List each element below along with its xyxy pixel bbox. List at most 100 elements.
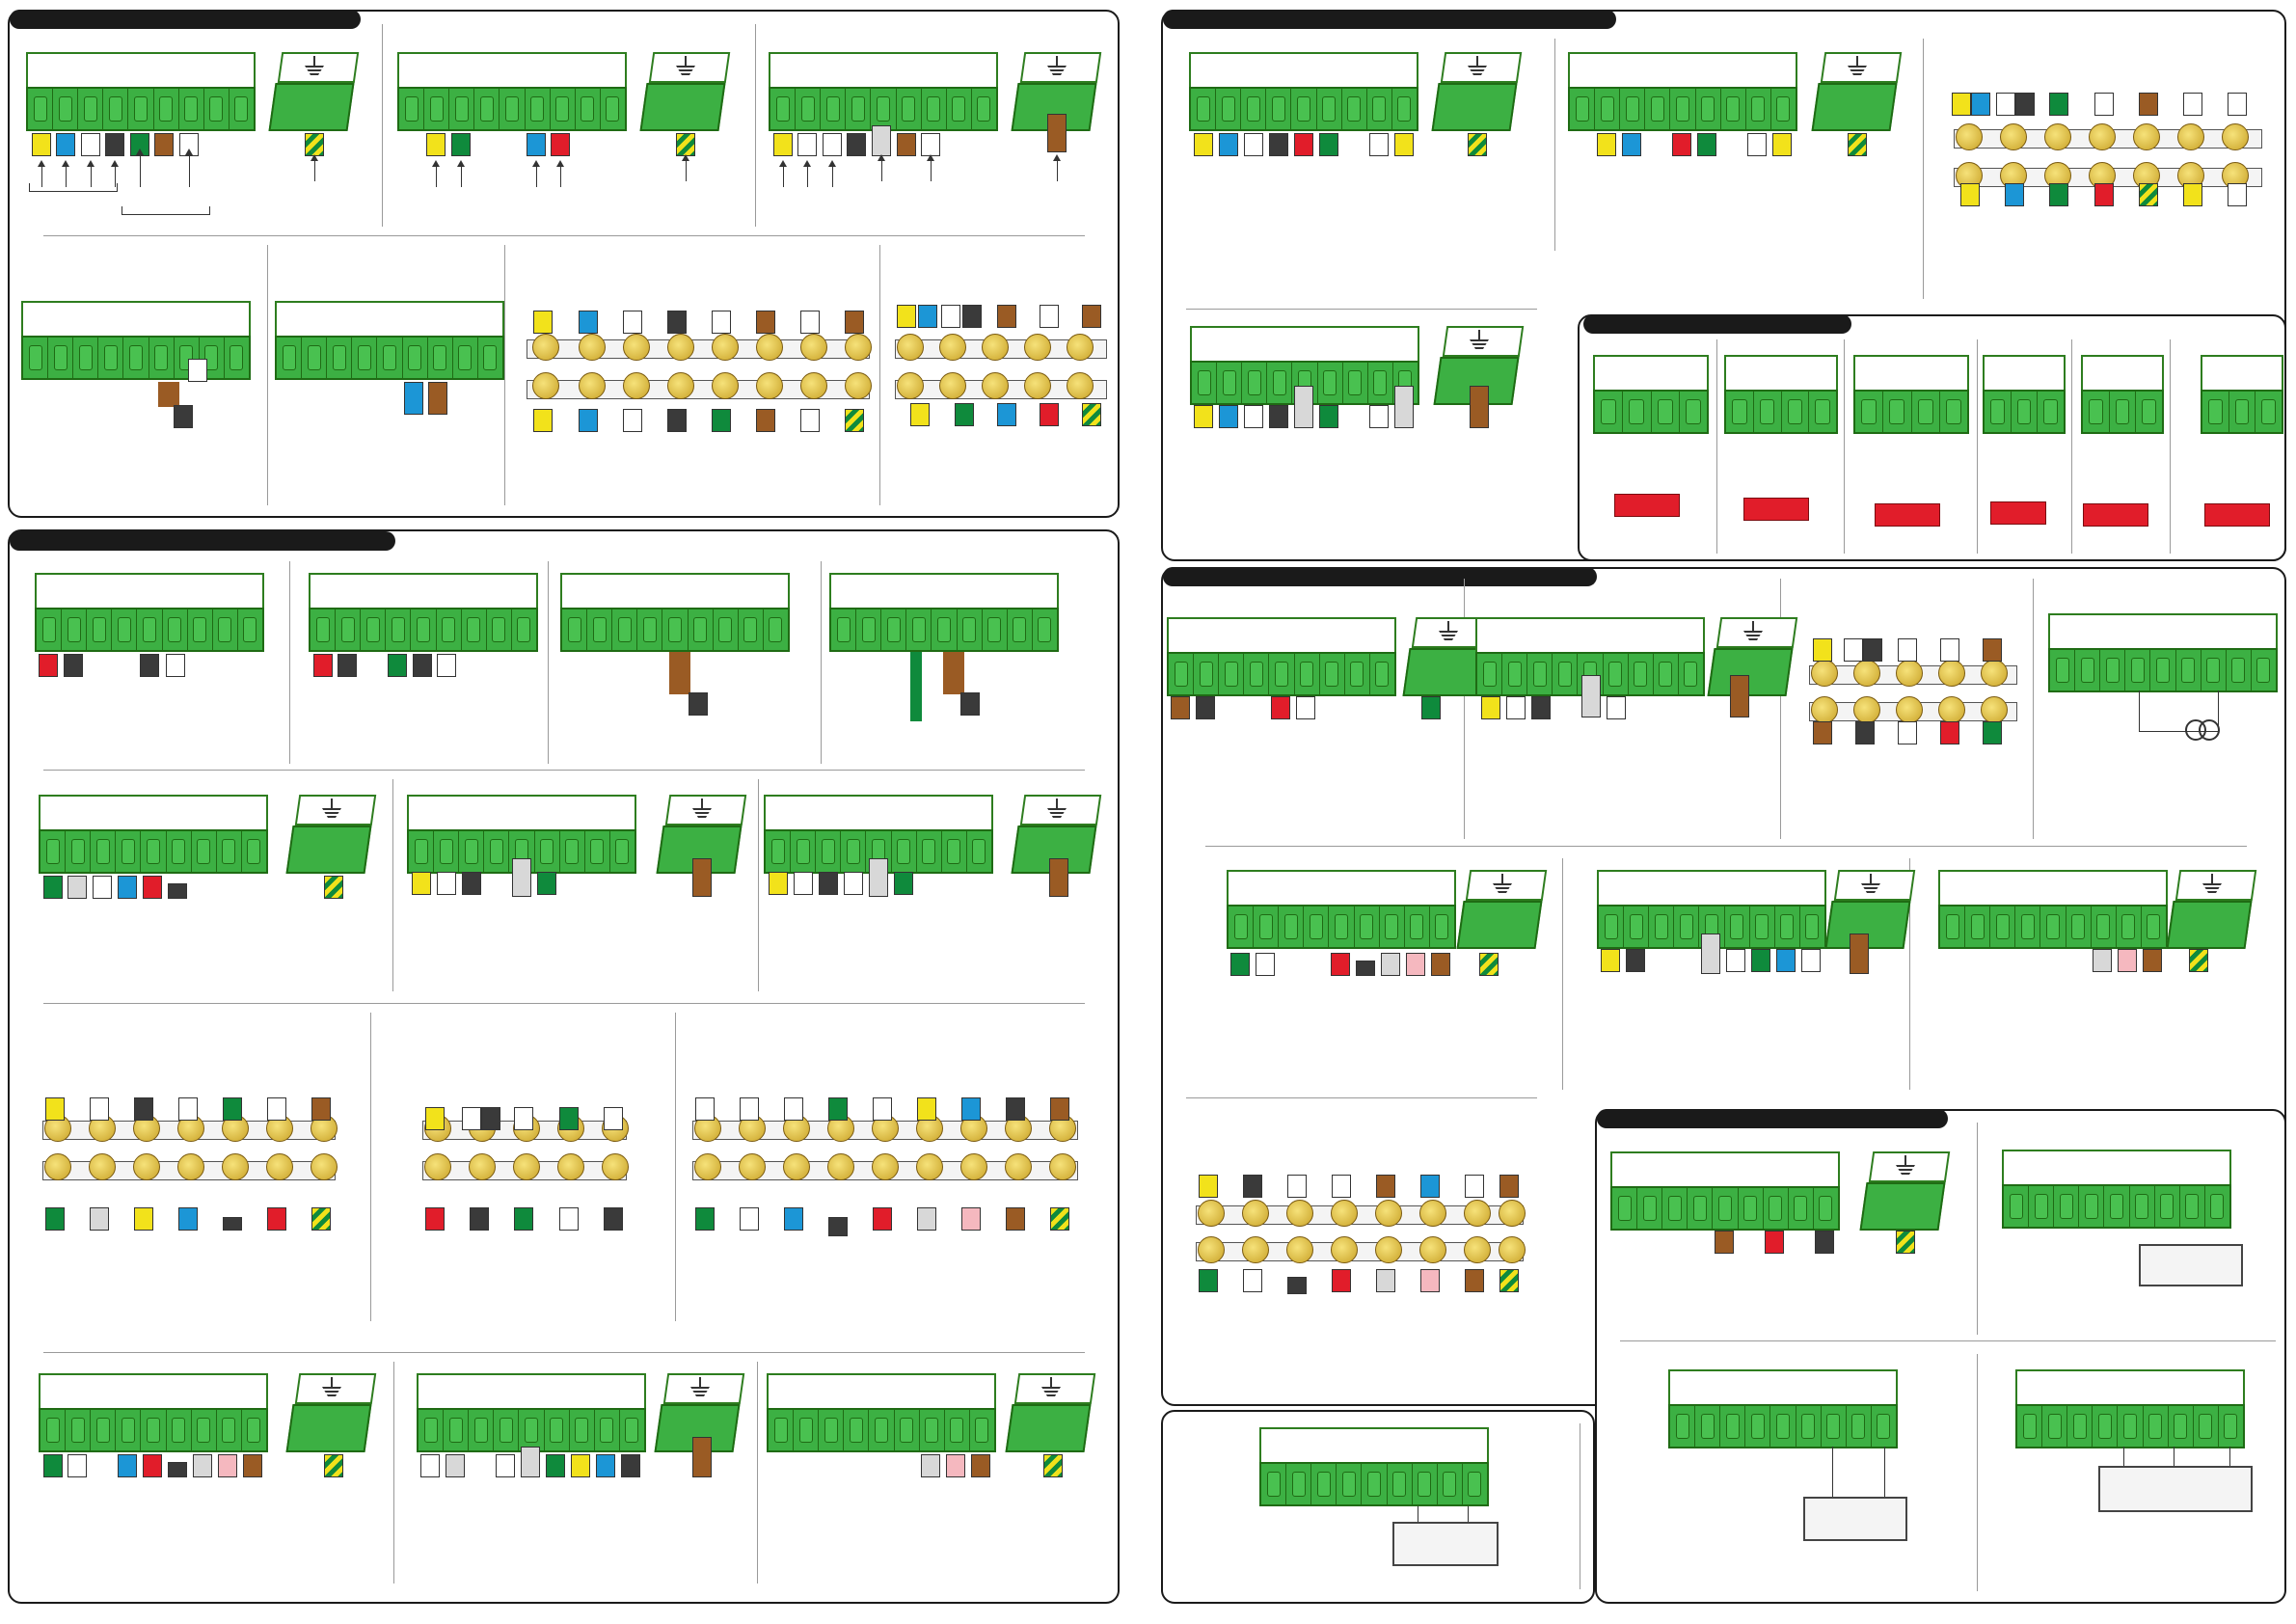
wire-sleeve-blue xyxy=(118,1454,137,1477)
wire-sleeve-white xyxy=(1898,721,1917,744)
terminal-strip xyxy=(1610,1151,1840,1231)
ground-icon xyxy=(1468,56,1487,77)
terminal-strip xyxy=(417,1373,646,1452)
wire-sleeve-blue xyxy=(997,403,1016,426)
ground-terminal xyxy=(1811,52,1903,131)
wire-sleeve-yellow xyxy=(1194,133,1213,156)
wire-sleeve-white xyxy=(559,1207,579,1231)
wire-sleeve-yellow xyxy=(426,133,446,156)
wire-sleeve-yellow xyxy=(1813,638,1832,662)
terminal-strip xyxy=(769,52,998,131)
wire-sleeve-brown xyxy=(311,1097,331,1121)
wire-sleeve-yellow-green xyxy=(324,1454,343,1477)
wire-sleeve-red xyxy=(551,133,570,156)
wire-sleeve-white xyxy=(1040,305,1059,328)
wire-sleeve-black xyxy=(223,1217,242,1231)
wire-sleeve-yellow-green xyxy=(676,133,695,156)
wire-sleeve-yellow-green xyxy=(305,133,324,156)
bracket xyxy=(122,206,210,215)
ground-icon xyxy=(1470,330,1489,351)
wire-sleeve-green xyxy=(695,1207,715,1231)
wire-sleeve-white xyxy=(2183,93,2202,116)
wire-sleeve-yellow xyxy=(773,133,793,156)
wire-sleeve-black xyxy=(338,654,357,677)
wire-sleeve-blue xyxy=(579,409,598,432)
circuit-wire xyxy=(2218,690,2219,731)
device-box xyxy=(1803,1497,1907,1541)
wire-sleeve-black xyxy=(462,872,481,895)
wire-sleeve-red xyxy=(267,1207,286,1231)
wire-sleeve-red xyxy=(1940,721,1959,744)
brown-wire xyxy=(943,652,964,694)
wire-sleeve-green xyxy=(1230,953,1250,976)
wire-sleeve-blue xyxy=(404,382,423,415)
wire-sleeve-white xyxy=(1940,638,1959,662)
wire-sleeve-grey xyxy=(446,1454,465,1477)
terminal-busbar xyxy=(1809,648,2017,744)
terminal-strip xyxy=(1938,870,2168,949)
ground-icon xyxy=(1861,874,1880,895)
panel-2-header-bar xyxy=(10,531,395,551)
wire-sleeve-black xyxy=(168,1462,187,1477)
wire-sleeve-grey xyxy=(917,1207,936,1231)
divider xyxy=(43,235,1085,236)
wire-sleeve-black xyxy=(621,1454,640,1477)
wire-sleeve-blue xyxy=(579,311,598,334)
wire-sleeve-black xyxy=(828,1217,848,1236)
wire-sleeve-brown xyxy=(1715,1231,1734,1254)
wire-sleeve-grey xyxy=(921,1454,940,1477)
panel-4-header-bar xyxy=(1583,314,1851,334)
wire-sleeve-yellow-green xyxy=(1896,1231,1915,1254)
ground-terminal xyxy=(285,795,377,874)
arrow-up-icon xyxy=(828,160,836,187)
terminal-strip xyxy=(560,573,790,652)
wire-sleeve-green xyxy=(1421,696,1441,719)
wire-sleeve-red xyxy=(873,1207,892,1231)
resistor xyxy=(2083,503,2148,527)
wire-sleeve-grey xyxy=(521,1447,540,1477)
ground-terminal xyxy=(1402,617,1494,696)
arrow-up-icon xyxy=(682,154,689,181)
terminal-strip xyxy=(1167,617,1396,696)
wire-sleeve-yellow xyxy=(2183,183,2202,206)
wire-sleeve-grey xyxy=(1394,386,1414,428)
divider xyxy=(2071,339,2072,554)
wire-sleeve-yellow xyxy=(1394,133,1414,156)
arrow-up-icon xyxy=(432,160,440,187)
ground-terminal xyxy=(1707,617,1798,696)
wire-sleeve-red xyxy=(143,1454,162,1477)
divider xyxy=(757,1362,758,1583)
wire-sleeve-red xyxy=(1294,133,1313,156)
wire-sleeve-yellow xyxy=(533,311,553,334)
wire-sleeve-yellow-green xyxy=(311,1207,331,1231)
wire-sleeve-white xyxy=(1332,1175,1351,1198)
wire-sleeve-green xyxy=(537,872,556,895)
ground-icon xyxy=(322,1377,341,1398)
wire-sleeve-grey xyxy=(512,858,531,897)
wire-sleeve-white xyxy=(514,1107,533,1130)
wire-sleeve-green xyxy=(388,654,407,677)
wire-sleeve-white xyxy=(1607,696,1626,719)
ground-terminal xyxy=(1433,326,1525,405)
arrow-up-icon xyxy=(136,149,144,187)
wire-sleeve-brown xyxy=(1470,386,1489,428)
ground-icon xyxy=(1047,56,1067,77)
wire-sleeve-white xyxy=(604,1107,623,1130)
wire-sleeve-black xyxy=(1006,1097,1025,1121)
wire-sleeve-brown xyxy=(1050,1097,1069,1121)
wire-sleeve-grey xyxy=(1381,953,1400,976)
wire-sleeve-yellow xyxy=(917,1097,936,1121)
wire-sleeve-yellow xyxy=(1772,133,1792,156)
wire-sleeve-green xyxy=(1751,949,1770,972)
arrow-up-icon xyxy=(1053,154,1061,181)
wire-sleeve-yellow xyxy=(134,1207,153,1231)
wire-sleeve-white xyxy=(2228,93,2247,116)
wire-sleeve-white xyxy=(462,1107,481,1130)
wire-sleeve-green xyxy=(559,1107,579,1130)
ground-icon xyxy=(676,56,695,77)
arrow-up-icon xyxy=(62,160,69,187)
divider xyxy=(1923,39,1924,299)
wire-sleeve-black xyxy=(1356,961,1375,976)
wire-sleeve-blue xyxy=(961,1097,981,1121)
wire-sleeve-blue xyxy=(1219,133,1238,156)
